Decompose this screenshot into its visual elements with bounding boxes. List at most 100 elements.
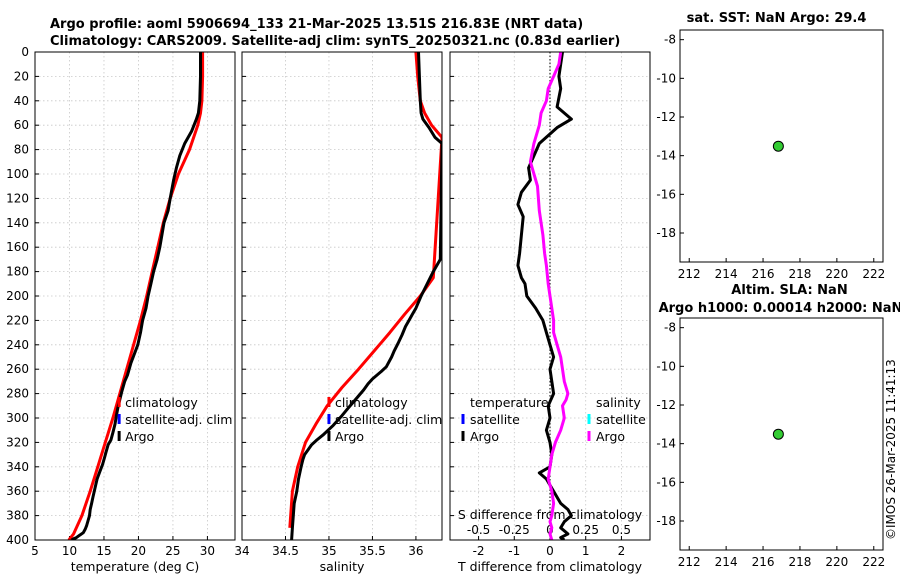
depth-tick-label: 260	[6, 362, 29, 376]
sat_sst_map-argo-point	[772, 140, 784, 152]
salinity-diff-tick-label: 0.25	[572, 523, 599, 537]
depth-tick-label: 180	[6, 265, 29, 279]
sat_sst_map-xtick-label: 222	[862, 267, 885, 281]
temperature-series-argo	[70, 52, 202, 540]
altim_map-xtick-label: 212	[678, 555, 701, 569]
depth-tick-label: 60	[14, 118, 29, 132]
altim_map-ytick-label: -14	[656, 437, 676, 451]
salinity-diff-tick-label: -0.25	[499, 523, 530, 537]
temperature-legend-label: satellite-adj. clim	[125, 412, 232, 427]
sat_sst_map-xtick-label: 216	[752, 267, 775, 281]
figure-title-line2: Climatology: CARS2009. Satellite-adj cli…	[50, 34, 620, 49]
sat_sst_map-ytick-label: -12	[656, 110, 676, 124]
difference-xtick-label: 1	[582, 544, 590, 558]
difference-xtick-label: -2	[473, 544, 485, 558]
altim_map-ytick-label: -18	[656, 514, 676, 528]
difference-panel: -2 -1 0 1 2 S difference from climatology-0.5…	[449, 51, 651, 574]
difference-series-t-difference-argo	[516, 52, 573, 540]
sat_sst_map-ytick-label: -14	[656, 149, 676, 163]
sat_sst_map-title: sat. SST: NaN Argo: 29.4	[687, 11, 867, 26]
salinity-panel: 34 34.5 35 35.5 36 salinity climatology satelli…	[234, 51, 443, 574]
sat_sst_map-xtick-label: 214	[715, 267, 738, 281]
temperature-axes-box	[34, 51, 236, 541]
depth-tick-label: 220	[6, 313, 29, 327]
altim_map-ytick-label: -8	[664, 321, 676, 335]
depth-tick-label: 380	[6, 509, 29, 523]
altim_map-ytick-label: -10	[656, 359, 676, 373]
depth-tick-label: 100	[6, 167, 29, 181]
temperature-xlabel: temperature (deg C)	[71, 559, 200, 574]
diff-legend-right-label: satellite	[596, 412, 646, 427]
imos-watermark: ©IMOS 26-Mar-2025 11:41:13	[884, 359, 898, 540]
depth-tick-label: 20	[14, 69, 29, 83]
salinity-diff-tick-label: 0.5	[612, 523, 631, 537]
depth-tick-label: 300	[6, 411, 29, 425]
altim_map-title2: Argo h1000: 0.00014 h2000: NaN	[659, 301, 900, 316]
diff-legend-right-label: salinity	[596, 395, 641, 410]
temperature-xtick-label: 5	[31, 544, 39, 558]
salinity-xtick-label: 35	[321, 544, 336, 558]
depth-tick-label: 140	[6, 216, 29, 230]
difference-xtick-label: 2	[618, 544, 626, 558]
altim_map-ytick-label: -12	[656, 398, 676, 412]
sat_sst_map-panel: 212 214 216 218 220 222 -8 -10 -12 -14 -16 -18 sat. …	[656, 11, 885, 281]
temperature-xtick-label: 25	[165, 544, 180, 558]
salinity-xtick-label: 36	[408, 544, 423, 558]
altim_map-xtick-label: 214	[715, 555, 738, 569]
difference-series-s-difference-argo	[528, 52, 570, 540]
temperature-xtick-label: 20	[131, 544, 146, 558]
diff-legend-left-label: Argo	[470, 429, 499, 444]
charts-layer: 5 10 15 20 25 3002040608010012014016018020022…	[6, 11, 900, 574]
temperature-legend-label: Argo	[125, 429, 154, 444]
temperature-legend-label: climatology	[125, 395, 198, 410]
depth-tick-label: 280	[6, 387, 29, 401]
salinity-series-climatology	[288, 52, 442, 528]
temperature-xtick-label: 15	[96, 544, 111, 558]
salinity-xtick-label: 35.5	[359, 544, 386, 558]
depth-tick-label: 80	[14, 143, 29, 157]
altim_map-xtick-label: 218	[789, 555, 812, 569]
altim_map-argo-point	[772, 428, 784, 440]
depth-tick-label: 160	[6, 240, 29, 254]
salinity-xlabel: salinity	[320, 559, 365, 574]
difference-xtick-label: -1	[508, 544, 520, 558]
altim_map-panel: 212 214 216 218 220 222 -8 -10 -12 -14 -16 -18 Altim…	[656, 283, 900, 569]
altim_map-ytick-label: -16	[656, 475, 676, 489]
salinity-xtick-label: 34.5	[272, 544, 299, 558]
salinity-axes-box	[241, 51, 443, 541]
sat_sst_map-axes-box	[679, 29, 884, 263]
altim_map-xtick-label: 216	[752, 555, 775, 569]
difference-xlabel: T difference from climatology	[457, 559, 643, 574]
sat_sst_map-xtick-label: 218	[789, 267, 812, 281]
depth-tick-label: 400	[6, 533, 29, 547]
diff-legend-left-label: temperature	[470, 395, 549, 410]
depth-tick-label: 320	[6, 435, 29, 449]
depth-tick-label: 200	[6, 289, 29, 303]
diff-legend-left-label: satellite	[470, 412, 520, 427]
difference-axes-box	[449, 51, 651, 541]
depth-tick-label: 240	[6, 338, 29, 352]
altim_map-xtick-label: 220	[825, 555, 848, 569]
salinity-diff-label: S difference from climatology	[458, 507, 643, 522]
sat_sst_map-xtick-label: 212	[678, 267, 701, 281]
figure-title-line1: Argo profile: aoml 5906694_133 21-Mar-20…	[50, 17, 583, 32]
sat_sst_map-ytick-label: -8	[664, 33, 676, 47]
salinity-legend-label: satellite-adj. clim	[335, 412, 442, 427]
depth-tick-label: 120	[6, 191, 29, 205]
temperature-xtick-label: 10	[62, 544, 77, 558]
depth-tick-label: 340	[6, 460, 29, 474]
diff-legend-right-label: Argo	[596, 429, 625, 444]
salinity-series-argo	[290, 52, 442, 540]
sat_sst_map-xtick-label: 220	[825, 267, 848, 281]
depth-tick-label: 40	[14, 94, 29, 108]
altim_map-xtick-label: 222	[862, 555, 885, 569]
depth-tick-label: 360	[6, 484, 29, 498]
salinity-diff-tick-label: -0.5	[467, 523, 490, 537]
altim_map-title: Altim. SLA: NaN	[731, 283, 847, 298]
difference-xtick-label: 0	[546, 544, 554, 558]
sat_sst_map-ytick-label: -16	[656, 187, 676, 201]
sat_sst_map-ytick-label: -10	[656, 71, 676, 85]
salinity-legend-label: climatology	[335, 395, 408, 410]
temperature-panel: 5 10 15 20 25 300 20 40 60 80 100 120 140 160 180 200 22…	[6, 45, 236, 574]
